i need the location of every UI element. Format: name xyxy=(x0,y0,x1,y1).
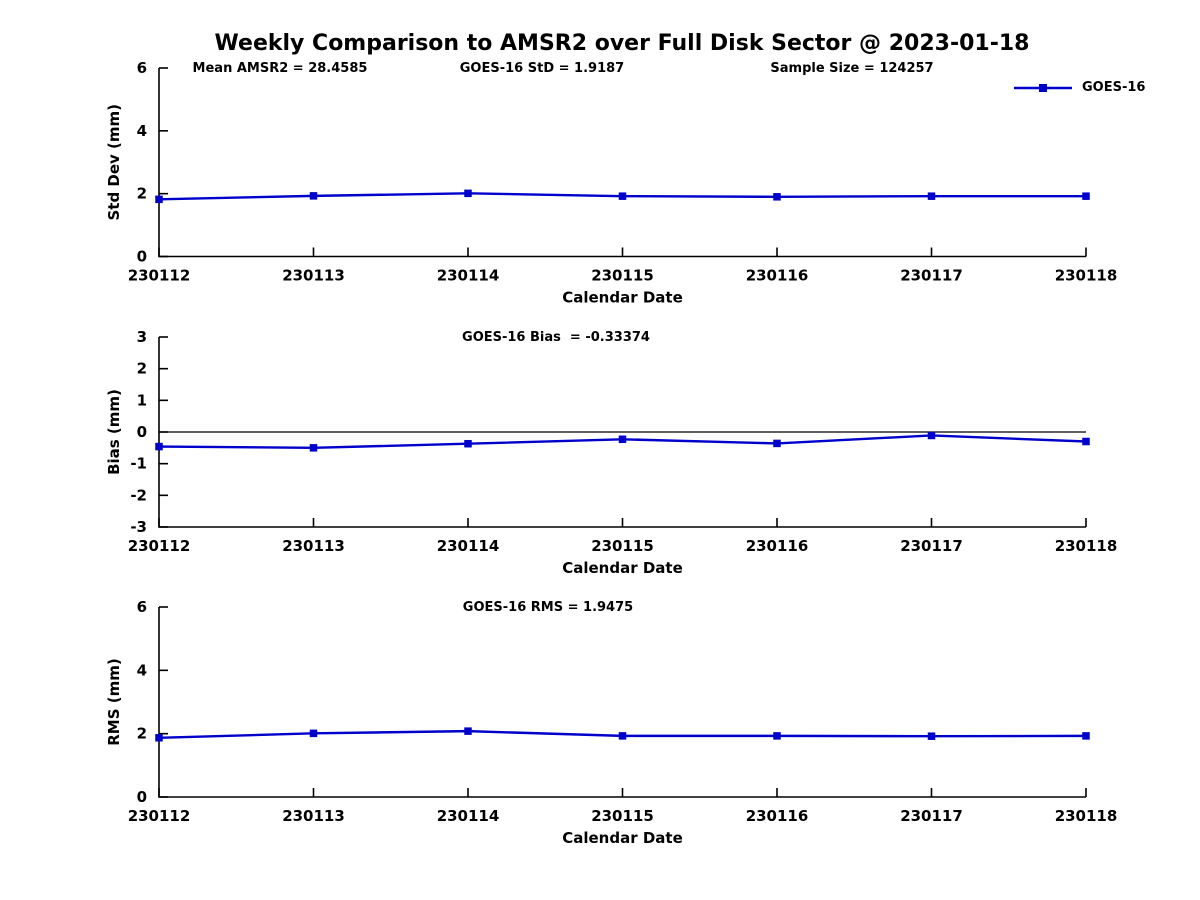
data-point-marker xyxy=(618,732,627,740)
x-tick-label: 230115 xyxy=(591,537,654,555)
y-tick-label: 6 xyxy=(137,59,147,77)
x-tick-label: 230113 xyxy=(282,807,345,825)
x-tick-label: 230116 xyxy=(746,807,809,825)
data-point-marker xyxy=(155,734,163,742)
x-tick-label: 230118 xyxy=(1055,537,1118,555)
data-point-marker xyxy=(464,439,472,448)
x-tick-label: 230112 xyxy=(128,267,191,285)
figure-title: Weekly Comparison to AMSR2 over Full Dis… xyxy=(214,31,1030,56)
x-tick-label: 230117 xyxy=(900,807,963,825)
x-tick-label: 230114 xyxy=(437,807,500,825)
data-point-marker xyxy=(309,192,318,200)
data-point-marker xyxy=(155,442,163,451)
x-tick-label: 230118 xyxy=(1055,807,1118,825)
y-tick-label: 1 xyxy=(137,391,147,409)
x-axis-title: Calendar Date xyxy=(562,829,683,847)
x-tick-label: 230113 xyxy=(282,537,345,555)
data-point-marker xyxy=(927,732,936,740)
x-axis-title: Calendar Date xyxy=(562,559,683,577)
annotation-text: Mean AMSR2 = 28.4585 xyxy=(193,61,368,76)
x-tick-label: 230113 xyxy=(282,267,345,285)
y-tick-label: 2 xyxy=(137,725,147,743)
data-point-marker xyxy=(618,192,627,200)
y-tick-label: 0 xyxy=(137,248,147,266)
data-point-marker xyxy=(155,195,163,204)
legend-line-icon xyxy=(1014,83,1072,92)
y-axis-title: RMS (mm) xyxy=(105,658,123,745)
annotation-text: GOES-16 RMS = 1.9475 xyxy=(463,600,633,615)
y-tick-label: -3 xyxy=(130,518,147,536)
x-tick-label: 230115 xyxy=(591,267,654,285)
x-tick-label: 230118 xyxy=(1055,267,1118,285)
y-tick-label: -2 xyxy=(130,486,147,504)
y-tick-label: -1 xyxy=(130,455,147,473)
data-point-marker xyxy=(773,193,781,201)
data-point-marker xyxy=(464,727,472,735)
legend-label: GOES-16 xyxy=(1082,80,1146,95)
data-point-marker xyxy=(1082,437,1090,446)
data-point-marker xyxy=(927,431,936,440)
x-tick-label: 230112 xyxy=(128,807,191,825)
x-tick-label: 230117 xyxy=(900,267,963,285)
annotation-text: Sample Size = 124257 xyxy=(770,61,933,76)
data-point-marker xyxy=(773,439,781,448)
y-tick-label: 2 xyxy=(137,185,147,203)
data-point-marker xyxy=(309,444,318,452)
x-tick-label: 230116 xyxy=(746,267,809,285)
annotation-text: GOES-16 Bias = -0.33374 xyxy=(462,330,650,345)
data-point-marker xyxy=(464,189,472,198)
data-point-marker xyxy=(309,729,318,738)
y-tick-label: 4 xyxy=(137,661,147,679)
data-point-marker xyxy=(1082,192,1090,200)
y-axis-title: Bias (mm) xyxy=(105,389,123,475)
y-tick-label: 0 xyxy=(137,788,147,806)
x-tick-label: 230114 xyxy=(437,267,500,285)
x-axis-title: Calendar Date xyxy=(562,289,683,307)
data-point-marker xyxy=(1082,732,1090,740)
y-axis-title: Std Dev (mm) xyxy=(105,104,123,221)
data-point-marker xyxy=(927,192,936,200)
y-tick-label: 4 xyxy=(137,122,147,140)
legend: GOES-16 xyxy=(1012,80,1145,95)
x-tick-label: 230117 xyxy=(900,537,963,555)
y-tick-label: 6 xyxy=(137,598,147,616)
x-tick-label: 230112 xyxy=(128,537,191,555)
x-tick-label: 230115 xyxy=(591,807,654,825)
y-tick-label: 3 xyxy=(137,328,147,346)
x-tick-label: 230114 xyxy=(437,537,500,555)
y-tick-label: 2 xyxy=(137,360,147,378)
x-tick-label: 230116 xyxy=(746,537,809,555)
data-point-marker xyxy=(773,732,781,740)
data-point-marker xyxy=(618,435,627,444)
y-tick-label: 0 xyxy=(137,423,147,441)
annotation-text: GOES-16 StD = 1.9187 xyxy=(460,61,624,76)
